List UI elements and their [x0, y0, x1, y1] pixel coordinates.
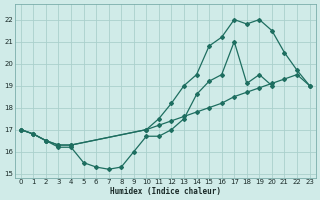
X-axis label: Humidex (Indice chaleur): Humidex (Indice chaleur) [110, 187, 221, 196]
